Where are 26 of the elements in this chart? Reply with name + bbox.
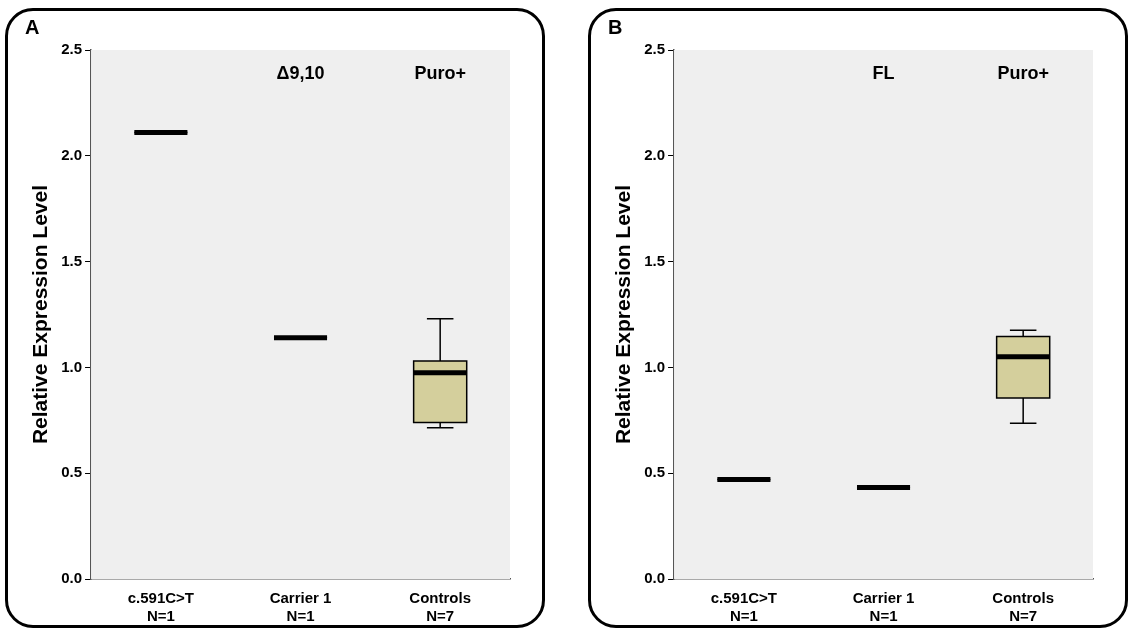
x-tick-label: Carrier 1 N=1 (852, 589, 915, 625)
y-tick-label: 1.0 (61, 357, 83, 375)
x-tick-label: Controls N=7 (992, 589, 1055, 625)
x-tick-label: c.591C>T N=1 (127, 589, 195, 625)
y-tick-label: 2.5 (61, 40, 83, 58)
y-tick-label: 1.5 (644, 251, 666, 269)
annotation: FL (872, 62, 895, 83)
x-tick-label: Controls N=7 (409, 589, 472, 625)
y-tick-label: 0.5 (644, 463, 666, 481)
y-tick-label: 0.0 (644, 569, 666, 587)
annotation: Puro+ (414, 62, 466, 83)
annotation: Puro+ (997, 62, 1049, 83)
y-tick-label: 1.0 (644, 357, 666, 375)
y-tick-label: 2.0 (61, 145, 83, 163)
y-tick-label: 2.0 (644, 145, 666, 163)
y-tick-label: 2.5 (644, 40, 666, 58)
y-tick-label: 0.0 (61, 569, 83, 587)
x-tick-label: Carrier 1 N=1 (269, 589, 332, 625)
y-axis-title: Relative Expression Level (611, 184, 635, 445)
y-tick-label: 0.5 (61, 463, 83, 481)
x-tick-label: c.591C>T N=1 (710, 589, 778, 625)
chart-title: B (608, 15, 623, 38)
annotation: Δ9,10 (276, 62, 325, 83)
y-axis-title: Relative Expression Level (28, 184, 52, 445)
y-tick-label: 1.5 (61, 251, 83, 269)
chart-title: A (25, 15, 40, 38)
